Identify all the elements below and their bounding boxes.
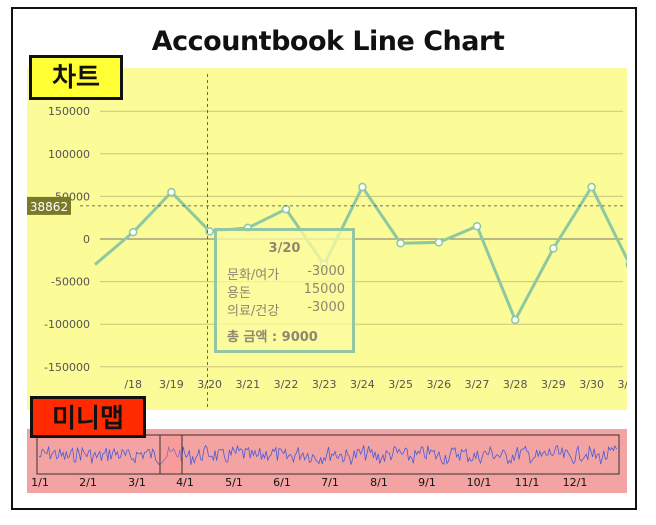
data-tooltip: 3/20 문화/여가 -3000 용돈 15000 의료/건강 -3000 총 … (214, 228, 355, 353)
data-point (472, 221, 482, 231)
y-tick-label: 0 (83, 233, 90, 246)
app-title: Accountbook Line Chart (151, 26, 505, 57)
minimap-x-tick-label: 3/1 (128, 476, 146, 489)
data-point (128, 227, 138, 237)
tooltip-total: 총 금액 : 9000 (227, 330, 318, 345)
x-tick-label: 3/19 (159, 378, 184, 391)
x-tick-label: 3/25 (388, 378, 413, 391)
tooltip-category: 문화/여가 (227, 268, 280, 283)
minimap-x-tick-label: 10/1 (467, 476, 492, 489)
data-point (281, 204, 291, 214)
tooltip-row: 문화/여가 -3000 (227, 264, 345, 283)
app-frame (11, 7, 637, 510)
y-tick-label: -100000 (44, 318, 90, 331)
minimap-x-tick-label: 8/1 (370, 476, 388, 489)
minimap-panel[interactable]: 1/1 2/1 3/1 4/1 5/1 6/1 7/1 8/1 9/1 10/1 11/1 12/1 (27, 429, 627, 493)
x-tick-label: 3/23 (312, 378, 337, 391)
data-point (587, 182, 596, 192)
minimap-x-tick-label: 9/1 (418, 476, 436, 489)
data-point (358, 182, 367, 192)
minimap-x-tick-label: 1/1 (31, 476, 49, 489)
minimap-x-tick-label: 11/1 (515, 476, 540, 489)
tooltip-row: 용돈 15000 (227, 282, 345, 301)
crosshair-value-box (27, 196, 71, 215)
x-tick-label: 3/28 (503, 378, 528, 391)
crosshair-value-label: 38862 (30, 200, 68, 214)
minimap-x-tick-label: 2/1 (79, 476, 97, 489)
data-point (549, 244, 558, 253)
minimap-x-tick-label: 4/1 (176, 476, 194, 489)
minimap-frame (36, 434, 620, 475)
minimap-section-tag: 미니맵 (30, 396, 146, 438)
tooltip-date: 3/20 (268, 241, 301, 256)
x-tick-label: 3/22 (274, 378, 299, 391)
data-point (167, 187, 176, 197)
minimap-x-tick-label: 7/1 (321, 476, 339, 489)
chart-section-tag: 차트 (29, 55, 123, 100)
y-tick-label: -50000 (51, 276, 90, 289)
line-chart[interactable]: 150000100000500000-50000-100000-150000/1… (27, 68, 656, 410)
data-point (510, 315, 520, 325)
data-point (396, 239, 405, 248)
minimap-chart[interactable]: 1/1 2/1 3/1 4/1 5/1 6/1 7/1 8/1 9/1 10/1 11/1 12/1 (27, 429, 627, 493)
tooltip-category: 의료/건강 (227, 304, 280, 319)
x-tick-label: 3/29 (541, 378, 566, 391)
tooltip-row: 의료/건강 -3000 (227, 300, 345, 319)
x-tick-label: 3/27 (465, 378, 490, 391)
series-line (94, 185, 656, 322)
y-tick-label: -150000 (44, 361, 90, 374)
x-tick-label: 3/21 (235, 378, 260, 391)
minimap-x-tick-label: 6/1 (273, 476, 291, 489)
tooltip-amount: -3000 (307, 264, 345, 279)
x-tick-label: 3/20 (197, 378, 222, 391)
data-point (434, 238, 444, 247)
data-point (205, 227, 214, 236)
minimap-brush-window (159, 434, 183, 475)
tooltip-amount: -3000 (307, 300, 345, 315)
x-tick-label: 3/31 (617, 378, 627, 391)
x-tick-label: 3/24 (350, 378, 375, 391)
minimap-x-tick-label: 12/1 (563, 476, 588, 489)
tooltip-category: 용돈 (227, 286, 251, 301)
chart-panel[interactable]: 150000 100000 50000 0 -50000 -100000 -150000/1… (27, 68, 656, 410)
x-tick-label: 3/30 (579, 378, 604, 391)
tooltip-amount: 15000 (303, 282, 345, 297)
y-tick-label: 150000 (48, 105, 90, 118)
x-tick-label: 3/26 (426, 378, 451, 391)
y-tick-label: 100000 (48, 148, 90, 161)
data-point (625, 260, 635, 269)
x-tick-label: /18 (124, 378, 142, 391)
minimap-x-tick-label: 5/1 (225, 476, 243, 489)
minimap-series-line (38, 444, 617, 465)
